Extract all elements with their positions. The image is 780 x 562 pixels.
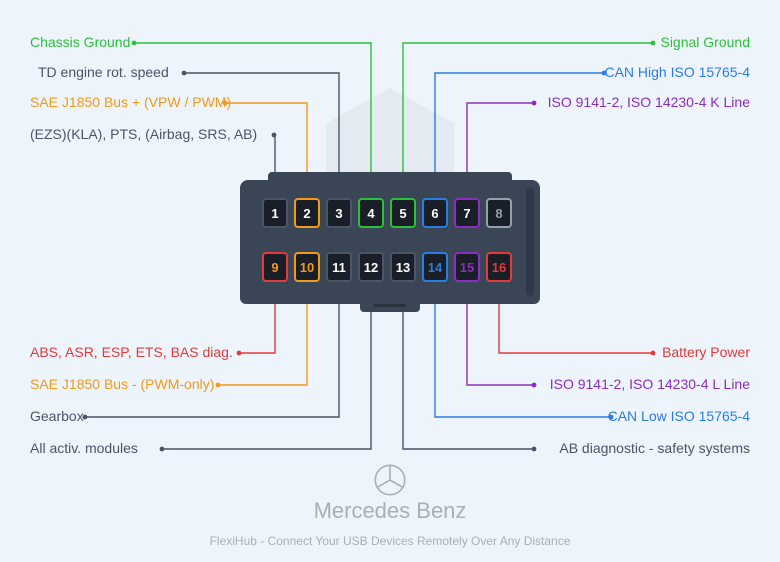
pin-row-2: 910111213141516 — [262, 252, 512, 282]
pin-5: 5 — [390, 198, 416, 228]
pin-1: 1 — [262, 198, 288, 228]
pin-12: 12 — [358, 252, 384, 282]
pin-4: 4 — [358, 198, 384, 228]
label-pin-5: Signal Ground — [660, 34, 750, 50]
label-pin-2: SAE J1850 Bus + (VPW / PWM) — [30, 94, 231, 110]
pin-13: 13 — [390, 252, 416, 282]
label-pin-1: (EZS)(KLA), PTS, (Airbag, SRS, AB) — [30, 126, 257, 142]
label-pin-7: ISO 9141-2, ISO 14230-4 K Line — [548, 94, 750, 110]
label-pin-9: ABS, ASR, ESP, ETS, BAS diag. — [30, 344, 233, 360]
label-pin-13: AB diagnostic - safety systems — [559, 440, 750, 456]
label-pin-1: Chassis Ground — [30, 34, 130, 50]
tagline: FlexiHub - Connect Your USB Devices Remo… — [0, 534, 780, 548]
label-pin-15: ISO 9141-2, ISO 14230-4 L Line — [550, 376, 750, 392]
obd-connector: 12345678 910111213141516 — [240, 180, 540, 310]
label-pin-12: All activ. modules — [30, 440, 138, 456]
pin-row-1: 12345678 — [262, 198, 512, 228]
pin-11: 11 — [326, 252, 352, 282]
label-pin-11: Gearbox — [30, 408, 84, 424]
label-pin-14: CAN Low ISO 15765-4 — [608, 408, 750, 424]
pin-7: 7 — [454, 198, 480, 228]
label-pin-6: CAN High ISO 15765-4 — [604, 64, 750, 80]
brand-name: Mercedes Benz — [0, 498, 780, 524]
label-pin-16: Battery Power — [662, 344, 750, 360]
pin-15: 15 — [454, 252, 480, 282]
pin-10: 10 — [294, 252, 320, 282]
pin-14: 14 — [422, 252, 448, 282]
label-pin-3: TD engine rot. speed — [38, 64, 169, 80]
pin-9: 9 — [262, 252, 288, 282]
pin-16: 16 — [486, 252, 512, 282]
pin-6: 6 — [422, 198, 448, 228]
pin-8: 8 — [486, 198, 512, 228]
label-pin-10: SAE J1850 Bus - (PWM-only) — [30, 376, 214, 392]
pin-2: 2 — [294, 198, 320, 228]
mercedes-logo-icon — [374, 464, 406, 496]
brand-logo — [0, 464, 780, 501]
pin-3: 3 — [326, 198, 352, 228]
